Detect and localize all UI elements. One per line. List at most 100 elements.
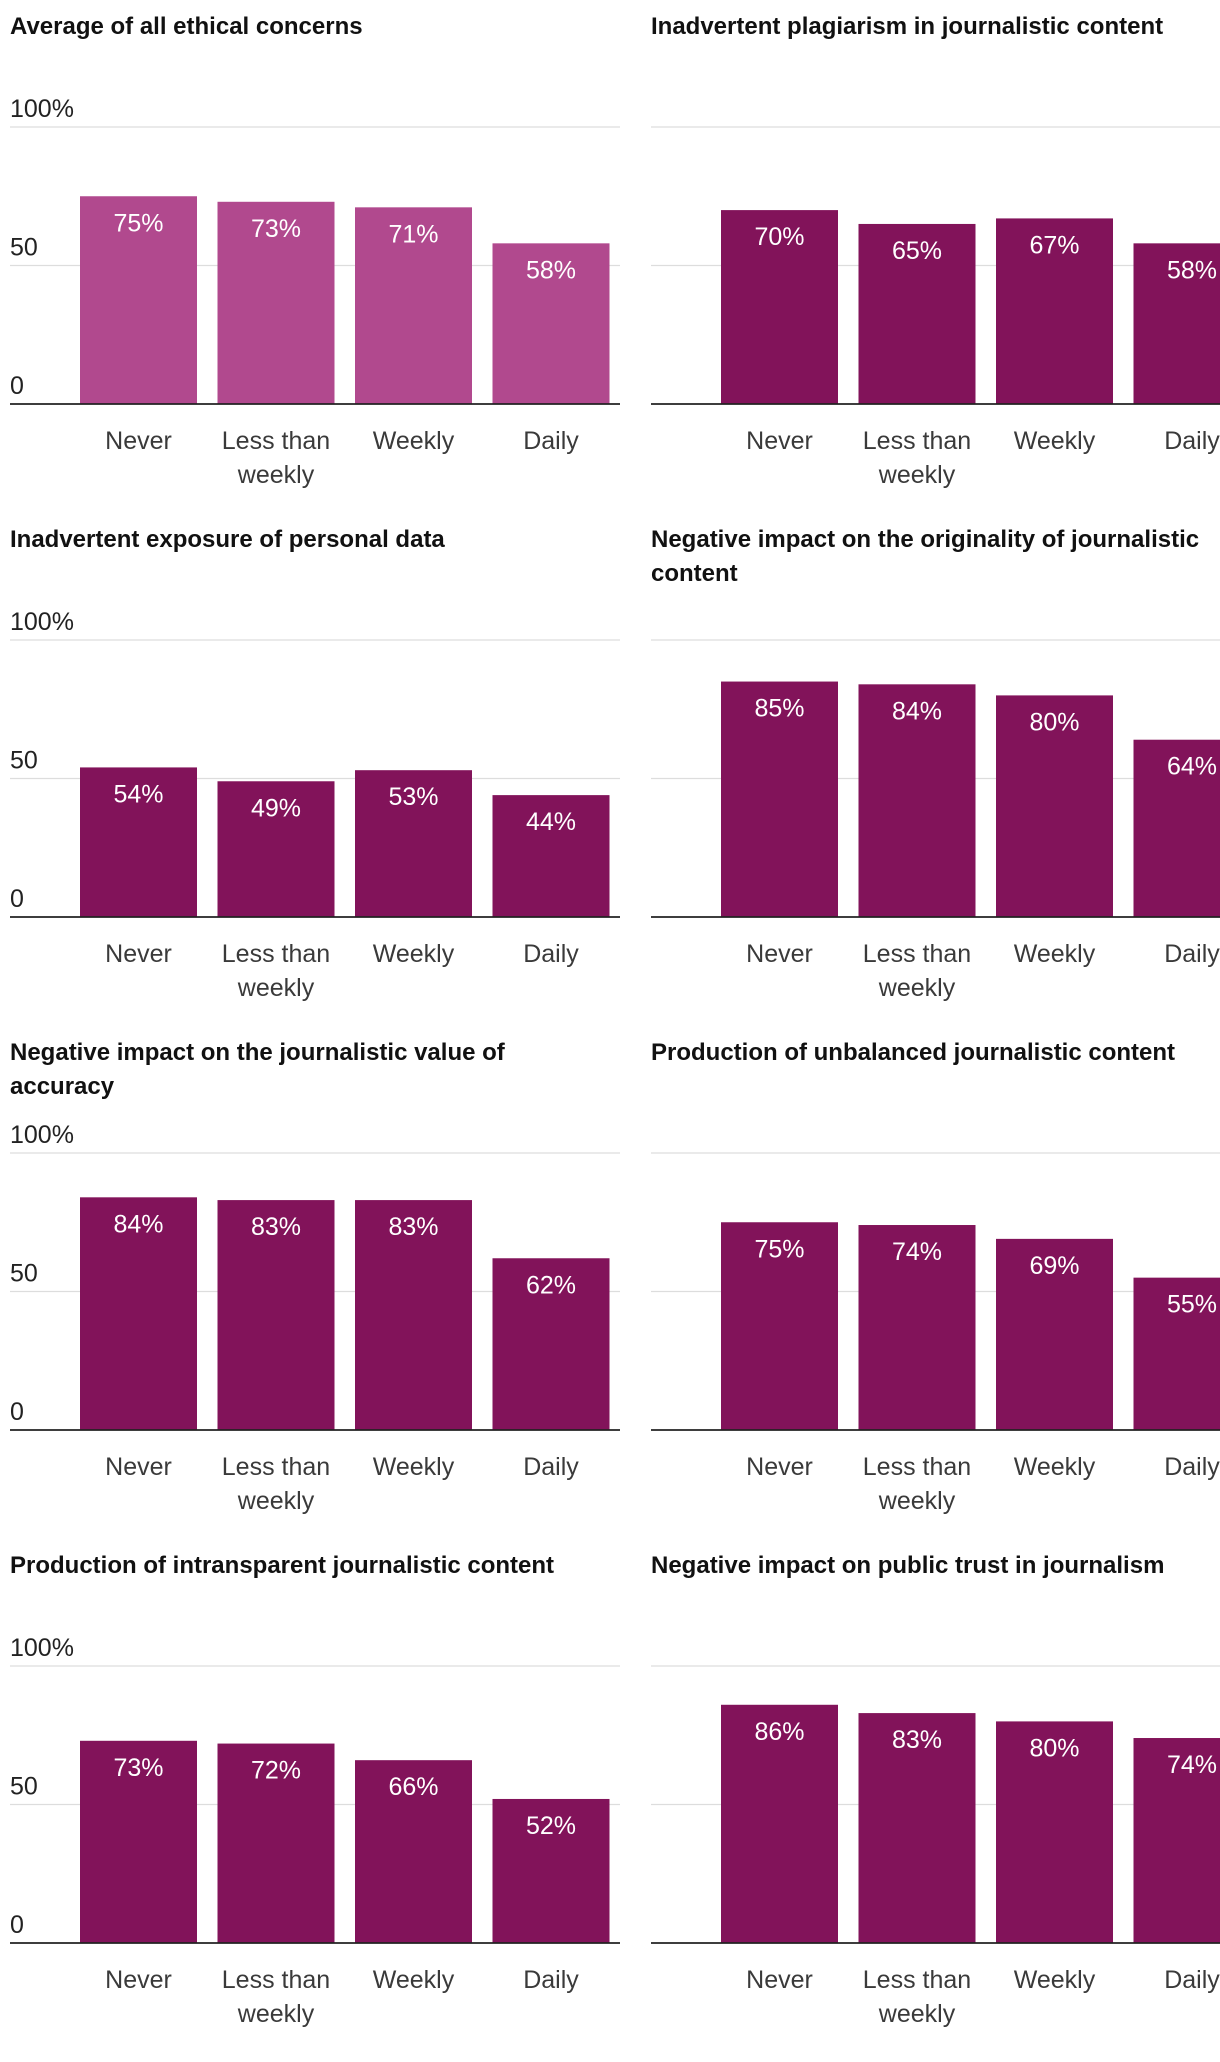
bar (217, 1743, 335, 1943)
y-tick-label: 50 (10, 747, 38, 775)
bar-chart: 86% 83% 80% 74% Never Less than weekly Weekly Da… (651, 1665, 1220, 2028)
bar-chart: 70% 65% 67% 58% Never Less than weekly Weekly Da… (651, 126, 1220, 489)
chart-panel: Production of unbalanced journalistic co… (651, 1026, 1220, 1526)
bar-chart: 85% 84% 80% 64% Never Less than weekly Weekly Da… (651, 639, 1220, 1002)
x-category-label: Daily (523, 427, 579, 455)
y-tick-label: 0 (10, 885, 24, 913)
bar-value-label: 64% (1167, 753, 1217, 781)
chart-title: Negative impact on the journalistic valu… (10, 1039, 505, 1100)
x-category-label: Less than weekly (222, 1453, 330, 1515)
bar-chart: 0 50 100% 75% 73% 71% 58% Never Less than weekly W… (10, 95, 620, 489)
chart-panel: Inadvertent exposure of personal data 0 5… (10, 513, 620, 1013)
x-category-label: Less than weekly (863, 1453, 971, 1515)
chart-title: Production of unbalanced journalistic co… (651, 1039, 1176, 1066)
chart-panel: Production of intransparent journalistic… (10, 1539, 620, 2039)
bar-value-label: 84% (892, 697, 942, 725)
x-category-label: Never (746, 427, 813, 455)
x-category-label: Weekly (373, 1453, 455, 1481)
bar-value-label: 86% (754, 1718, 804, 1746)
bar-value-label: 83% (388, 1213, 438, 1241)
bar (355, 770, 472, 917)
x-category-label: Daily (1164, 940, 1220, 968)
bar (996, 218, 1113, 404)
bar (1133, 1738, 1220, 1943)
x-category-label: Less than weekly (222, 1966, 330, 2028)
chart-panel: Negative impact on the journalistic valu… (10, 1026, 620, 1526)
x-category-label: Never (105, 940, 172, 968)
bar-chart: 0 50 100% 73% 72% 66% 52% Never Less than weekly W… (10, 1634, 620, 2028)
bar (492, 1258, 610, 1430)
bar-value-label: 53% (388, 783, 438, 811)
bar-value-label: 75% (754, 1235, 804, 1263)
bar (217, 781, 335, 917)
x-category-label: Never (746, 1966, 813, 1994)
bar-chart: 75% 74% 69% 55% Never Less than weekly Weekly Da… (651, 1152, 1220, 1515)
y-tick-label: 50 (10, 1773, 38, 1801)
bar-value-label: 75% (113, 209, 163, 237)
x-category-label: Weekly (1014, 1966, 1096, 1994)
y-tick-label: 100% (10, 1121, 74, 1149)
bar (355, 207, 472, 404)
bar (721, 1222, 838, 1430)
bar (80, 1740, 197, 1943)
bar-value-label: 52% (526, 1812, 576, 1840)
bar-value-label: 67% (1029, 231, 1079, 259)
x-category-label: Weekly (1014, 1453, 1096, 1481)
bar (858, 684, 976, 917)
bar-value-label: 49% (251, 794, 301, 822)
x-category-label: Weekly (1014, 940, 1096, 968)
x-category-label: Daily (523, 1453, 579, 1481)
bar (1133, 243, 1220, 404)
x-category-label: Never (105, 427, 172, 455)
x-category-label: Never (105, 1966, 172, 1994)
x-category-label: Weekly (373, 1966, 455, 1994)
bar (996, 1721, 1113, 1943)
bar-value-label: 80% (1029, 1734, 1079, 1762)
bar-value-label: 58% (1167, 256, 1217, 284)
bar-value-label: 74% (892, 1238, 942, 1266)
bar (1133, 1277, 1220, 1430)
x-category-label: Daily (523, 1966, 579, 1994)
chart-title: Inadvertent plagiarism in journalistic c… (651, 13, 1164, 40)
bar-value-label: 55% (1167, 1291, 1217, 1319)
chart-title: Production of intransparent journalistic… (10, 1552, 555, 1579)
bar-chart: 0 50 100% 84% 83% 83% 62% Never Less than weekly W… (10, 1121, 620, 1515)
bar (492, 795, 610, 917)
x-category-label: Weekly (373, 940, 455, 968)
x-category-label: Daily (1164, 1966, 1220, 1994)
bar-value-label: 44% (526, 808, 576, 836)
bar (80, 767, 197, 917)
x-category-label: Daily (1164, 1453, 1220, 1481)
x-category-label: Daily (1164, 427, 1220, 455)
y-tick-label: 100% (10, 1634, 74, 1662)
bar-value-label: 83% (892, 1726, 942, 1754)
bar-value-label: 65% (892, 237, 942, 265)
bar (492, 1798, 610, 1943)
bar (721, 681, 838, 917)
bar-value-label: 66% (388, 1773, 438, 1801)
x-category-label: Less than weekly (863, 940, 971, 1002)
bar (996, 1238, 1113, 1430)
bar-value-label: 84% (113, 1210, 163, 1238)
chart-title: Average of all ethical concerns (10, 13, 363, 40)
x-category-label: Daily (523, 940, 579, 968)
bar (721, 210, 838, 404)
bar-value-label: 54% (113, 780, 163, 808)
bar-value-label: 70% (754, 223, 804, 251)
chart-title: Inadvertent exposure of personal data (10, 526, 445, 553)
y-tick-label: 50 (10, 234, 38, 262)
x-category-label: Less than weekly (222, 940, 330, 1002)
x-category-label: Weekly (373, 427, 455, 455)
bar (355, 1200, 472, 1430)
y-tick-label: 0 (10, 1911, 24, 1939)
bar-value-label: 73% (113, 1754, 163, 1782)
x-category-label: Weekly (1014, 427, 1096, 455)
bar (355, 1760, 472, 1943)
bar-value-label: 58% (526, 256, 576, 284)
bar (217, 1200, 335, 1430)
x-category-label: Never (746, 940, 813, 968)
bar-value-label: 80% (1029, 708, 1079, 736)
bar (80, 1197, 197, 1430)
y-tick-label: 0 (10, 372, 24, 400)
